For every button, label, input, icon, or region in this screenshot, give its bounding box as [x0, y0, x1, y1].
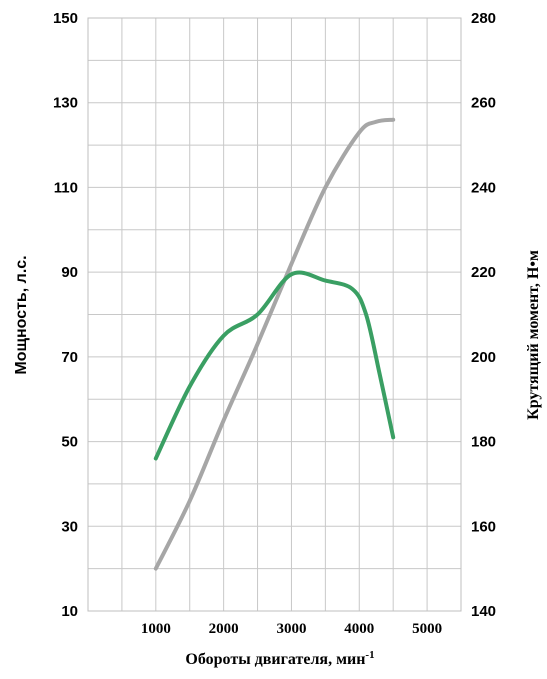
- y-axis-label-right: Крутящий момент, Н•м: [525, 250, 542, 420]
- x-axis-tick-label: 4000: [344, 621, 374, 637]
- x-axis-tick-label: 3000: [276, 621, 306, 637]
- x-axis-tick-label: 1000: [141, 621, 171, 637]
- left-axis-tick-label: 70: [61, 349, 78, 366]
- x-axis-ticks: 1000 2000 3000 4000 5000: [141, 621, 442, 637]
- gridlines: [88, 18, 461, 611]
- x-axis-label: Обороты двигателя, мин-1: [185, 649, 374, 668]
- left-axis-ticks: 10 30 50 70 90 110 130 150: [53, 10, 78, 620]
- series-lines: [153, 117, 396, 571]
- power-series-line: [153, 117, 396, 571]
- torque-series-line: [153, 270, 396, 461]
- left-axis-tick-label: 10: [61, 603, 78, 620]
- y-axis-label-left: Мощность, л.с.: [13, 255, 30, 374]
- right-axis-ticks: 140 160 180 200 220 240 260 280: [471, 10, 496, 620]
- right-axis-tick-label: 160: [471, 518, 496, 535]
- right-axis-tick-label: 240: [471, 179, 496, 196]
- left-axis-tick-label: 50: [61, 434, 78, 451]
- left-axis-tick-label: 90: [61, 264, 78, 281]
- x-axis-label-superscript: -1: [365, 649, 374, 661]
- left-axis-tick-label: 110: [54, 179, 78, 196]
- left-axis-tick-label: 130: [53, 95, 78, 112]
- left-axis-tick-label: 30: [61, 518, 78, 535]
- right-axis-tick-label: 220: [471, 264, 496, 281]
- x-axis-tick-label: 2000: [209, 621, 239, 637]
- plot-frame: [87, 17, 462, 612]
- right-axis-tick-label: 200: [471, 349, 496, 366]
- right-axis-tick-label: 140: [471, 603, 496, 620]
- x-axis-tick-label: 5000: [412, 621, 442, 637]
- x-axis-label-text: Обороты двигателя, мин: [185, 651, 365, 668]
- right-axis-tick-label: 280: [471, 10, 496, 27]
- right-axis-tick-label: 260: [471, 95, 496, 112]
- left-axis-tick-label: 150: [53, 10, 78, 27]
- right-axis-tick-label: 180: [471, 434, 496, 451]
